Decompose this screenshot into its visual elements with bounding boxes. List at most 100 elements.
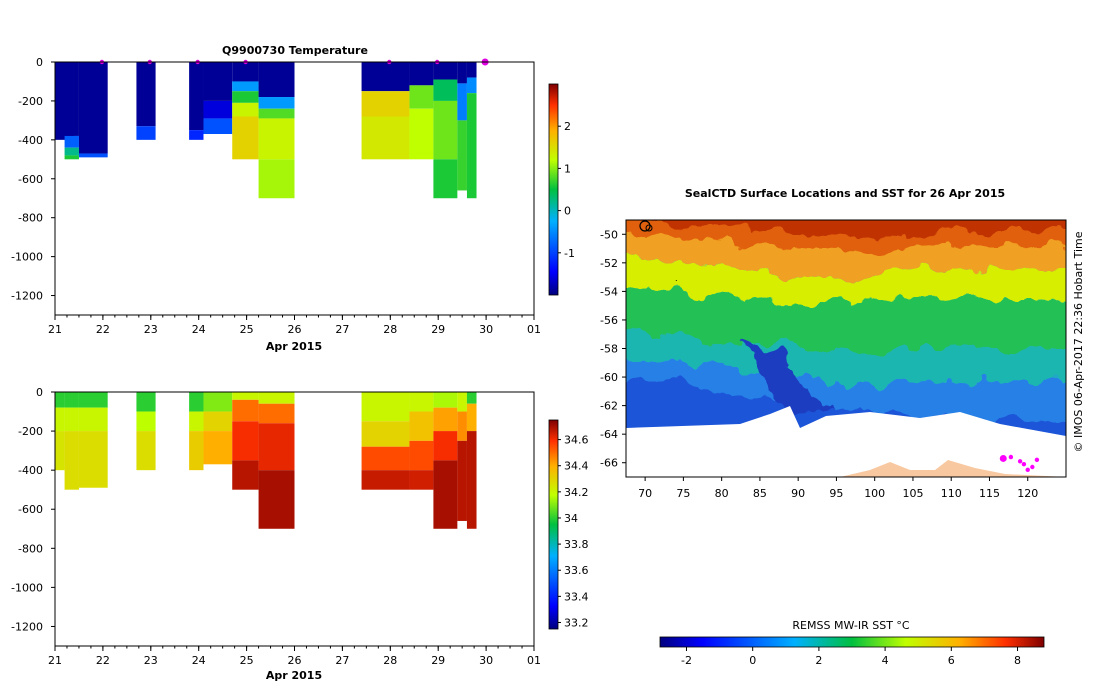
- sst-lon-tick-label: 85: [753, 487, 767, 500]
- temperature-colorbar-ticks: -1 0 1 2: [558, 120, 575, 260]
- salinity-profile-cell: [136, 411, 156, 432]
- sst-colorbar: [659, 636, 1045, 648]
- temperature-y-tick-label: -1000: [11, 251, 43, 264]
- salinity-profile-cell: [361, 470, 410, 490]
- salinity-profile-cell: [457, 411, 467, 441]
- salinity-profile-cell: [433, 460, 458, 529]
- seal-location: [999, 454, 1007, 462]
- seal-locations: [999, 454, 1040, 473]
- salinity-x-tick-label: 30: [479, 654, 493, 667]
- temperature-profile-cell: [64, 135, 79, 148]
- temperature-profile-cell: [457, 120, 467, 191]
- temperature-x-tick-label: 21: [48, 323, 62, 336]
- salinity-profile-cell: [409, 440, 434, 471]
- svg-text:.: .: [675, 274, 678, 283]
- temperature-x-tick-label: 22: [96, 323, 110, 336]
- temperature-profile-cell: [232, 62, 259, 82]
- salinity-profile-cell: [203, 411, 233, 432]
- salinity-x-tick-label: 27: [335, 654, 349, 667]
- temperature-profile-cell: [78, 153, 108, 158]
- temperature-profile-cell: [433, 100, 458, 160]
- sst-colorbar-tick-label: 0: [749, 654, 756, 667]
- salinity-profile-cell: [361, 421, 410, 447]
- salinity-profile-cell: [78, 392, 108, 408]
- salinity-colorbar-ticks: 33.2 33.4 33.6 33.8 34 34.2 34.4 34.6: [558, 434, 589, 629]
- salinity-colorbar-tick-label: 34: [564, 512, 578, 525]
- temperature-profile-cell: [203, 100, 233, 119]
- salinity-colorbar-tick-label: 33.4: [564, 590, 589, 603]
- salinity-profile-cell: [433, 431, 458, 461]
- temperature-x-tick-label: 26: [288, 323, 302, 336]
- sst-lat-tick-label: -52: [600, 257, 618, 270]
- temperature-profile-cell: [433, 62, 458, 80]
- sst-colorbar-tick-label: 8: [1014, 654, 1021, 667]
- temperature-profile-cell: [232, 91, 259, 103]
- temperature-profile-cell: [64, 147, 79, 156]
- salinity-profile-cell: [457, 392, 467, 412]
- salinity-profile-cell: [466, 431, 477, 529]
- seal-location: [1017, 459, 1023, 464]
- temperature-profile-cell: [136, 126, 156, 140]
- temperature-cells: [55, 62, 477, 199]
- salinity-profile-cell: [136, 392, 156, 412]
- sst-colorbar-label: REMSS MW-IR SST °C: [792, 619, 910, 632]
- salinity-y-ticks: 0 -200 -400 -600 -800 -1000 -1200: [11, 386, 55, 633]
- salinity-profile-cell: [466, 403, 477, 432]
- salinity-colorbar-tick-label: 34.6: [564, 434, 589, 447]
- sst-lat-tick-label: -50: [600, 228, 618, 241]
- salinity-profile-cell: [232, 399, 259, 422]
- temperature-colorbar-tick-label: 0: [564, 205, 571, 218]
- sst-lon-tick-label: 110: [941, 487, 962, 500]
- temperature-profile-cell: [258, 97, 295, 109]
- temperature-colorbar-tick-label: 1: [564, 162, 571, 175]
- temperature-y-tick-label: -800: [18, 212, 43, 225]
- sst-lat-tick-label: -58: [600, 343, 618, 356]
- temperature-y-tick-label: -200: [18, 95, 43, 108]
- temperature-colorbar-tick-label: 2: [564, 120, 571, 133]
- salinity-y-tick-label: -200: [18, 425, 43, 438]
- temperature-profile-cell: [64, 155, 79, 160]
- seal-location: [1025, 467, 1030, 473]
- temperature-profile-cell: [232, 81, 259, 92]
- salinity-x-tick-label: 21: [48, 654, 62, 667]
- salinity-profile-cell: [361, 392, 410, 422]
- temperature-profile-cell: [136, 62, 156, 127]
- temperature-y-tick-label: -400: [18, 134, 43, 147]
- sea-ice-mask: [626, 406, 1066, 477]
- temperature-profile-cell: [433, 79, 458, 101]
- sst-lat-tick-label: -66: [600, 457, 618, 470]
- salinity-x-tick-label: 24: [192, 654, 206, 667]
- salinity-profile-cell: [189, 411, 204, 432]
- sst-lon-tick-label: 105: [902, 487, 923, 500]
- salinity-profile-cell: [136, 431, 156, 471]
- temperature-profile-cell: [258, 118, 295, 160]
- sst-colorbar-tick-label: 6: [948, 654, 955, 667]
- salinity-colorbar-tick-label: 33.2: [564, 616, 589, 629]
- salinity-cells: [55, 392, 477, 529]
- salinity-profile-cell: [55, 431, 65, 471]
- temperature-y-tick-label: 0: [36, 56, 43, 69]
- temperature-profile-cell: [258, 159, 295, 199]
- imos-timestamp: © IMOS 06-Apr-2017 22:36 Hobart Time: [1072, 231, 1085, 452]
- salinity-y-tick-label: -400: [18, 464, 43, 477]
- temperature-profile-cell: [64, 62, 79, 136]
- salinity-profile-cell: [203, 431, 233, 465]
- salinity-profile-cell: [64, 392, 79, 408]
- seal-location: [1034, 457, 1040, 463]
- salinity-profile-cell: [232, 460, 259, 490]
- salinity-profile-cell: [232, 392, 259, 400]
- sst-map-title: SealCTD Surface Locations and SST for 26…: [685, 187, 1005, 200]
- temperature-x-tick-label: 24: [192, 323, 206, 336]
- salinity-section-panel: 0 -200 -400 -600 -800 -1000 -1200 21 22 23 24 25 26…: [11, 386, 588, 682]
- salinity-x-tick-label: 23: [144, 654, 158, 667]
- temperature-x-ticks: 21 22 23 24 25 26 27 28 29 30 01: [48, 315, 541, 336]
- salinity-profile-cell: [55, 407, 65, 432]
- sst-lon-tick-label: 70: [638, 487, 652, 500]
- temperature-profile-cell: [203, 118, 233, 135]
- sst-lon-tick-label: 75: [676, 487, 690, 500]
- temperature-x-tick-label: 30: [479, 323, 493, 336]
- temperature-profile-cell: [361, 62, 410, 92]
- temperature-profile-cell: [409, 62, 434, 86]
- salinity-profile-cell: [78, 431, 108, 488]
- temperature-y-tick-label: -600: [18, 173, 43, 186]
